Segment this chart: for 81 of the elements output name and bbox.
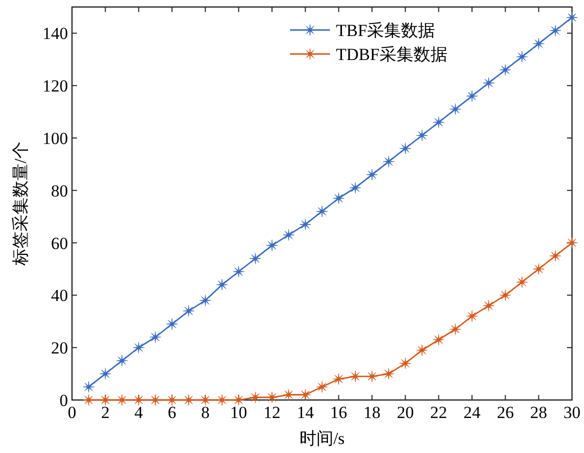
point (350, 370, 362, 382)
point (482, 300, 494, 312)
point (566, 237, 578, 249)
x-tick-label: 6 (168, 403, 176, 422)
point (216, 394, 228, 406)
point (532, 38, 544, 50)
point (166, 318, 178, 330)
x-tick-label: 20 (396, 403, 414, 422)
point (432, 116, 444, 128)
point (366, 370, 378, 382)
point (382, 368, 394, 380)
point (532, 263, 544, 275)
x-tick-label: 18 (364, 403, 380, 422)
point (300, 388, 312, 401)
point (132, 342, 144, 354)
point (400, 142, 412, 154)
point (116, 354, 128, 366)
point (300, 218, 312, 230)
y-tick-label: 100 (42, 129, 68, 148)
point (232, 266, 244, 278)
point (216, 278, 228, 291)
point (266, 392, 278, 404)
point (316, 206, 328, 218)
point (332, 192, 344, 204)
point (450, 103, 462, 115)
x-tick-label: 10 (230, 403, 248, 422)
point (282, 388, 294, 401)
y-tick-label: 140 (42, 24, 68, 44)
point (432, 334, 444, 346)
point (466, 310, 478, 322)
x-tick-label: 2 (101, 403, 110, 422)
point (382, 156, 394, 168)
point (550, 24, 562, 36)
point (366, 168, 378, 180)
point (516, 276, 528, 288)
x-tick-label: 28 (530, 403, 548, 422)
point (500, 289, 512, 301)
x-tick-label: 12 (264, 403, 280, 422)
y-tick-label: 120 (42, 76, 68, 96)
point (566, 12, 578, 24)
x-tick-label: 8 (201, 403, 210, 422)
point (100, 368, 112, 380)
x-tick-label: 26 (496, 403, 514, 422)
x-tick-label: 14 (296, 403, 314, 422)
x-tick-label: 24 (464, 403, 481, 422)
point (550, 250, 562, 262)
y-tick-label: 80 (51, 181, 68, 200)
point (250, 392, 262, 404)
y-tick-label: 60 (51, 234, 68, 253)
point (250, 252, 262, 264)
y-tick-label: 0 (60, 391, 68, 410)
point (200, 294, 212, 306)
point (516, 50, 528, 63)
point (166, 394, 178, 406)
x-tick-label: 30 (564, 403, 580, 422)
point (82, 381, 94, 393)
x-axis-title: 时间/s (299, 429, 345, 448)
point (350, 182, 362, 194)
point (282, 229, 294, 241)
legend-label: TBF采集数据 (336, 21, 436, 40)
y-tick-label: 40 (51, 286, 68, 306)
point (466, 90, 478, 102)
x-tick-label: 4 (134, 403, 144, 422)
point (416, 344, 428, 356)
x-tick-label: 22 (430, 403, 448, 422)
point (82, 394, 94, 406)
y-axis-title: 标签采集数量/个 (11, 142, 30, 266)
point (500, 64, 512, 76)
point (266, 240, 278, 252)
point (316, 381, 328, 393)
point (182, 305, 194, 317)
point (400, 358, 412, 370)
point (482, 77, 494, 89)
y-tick-label: 20 (51, 338, 68, 358)
point (150, 331, 162, 343)
point (116, 394, 128, 406)
point (416, 130, 428, 142)
legend-label: TDBF采集数据 (336, 45, 448, 64)
point (450, 323, 462, 336)
x-tick-label: 16 (330, 403, 348, 422)
point (332, 373, 344, 385)
